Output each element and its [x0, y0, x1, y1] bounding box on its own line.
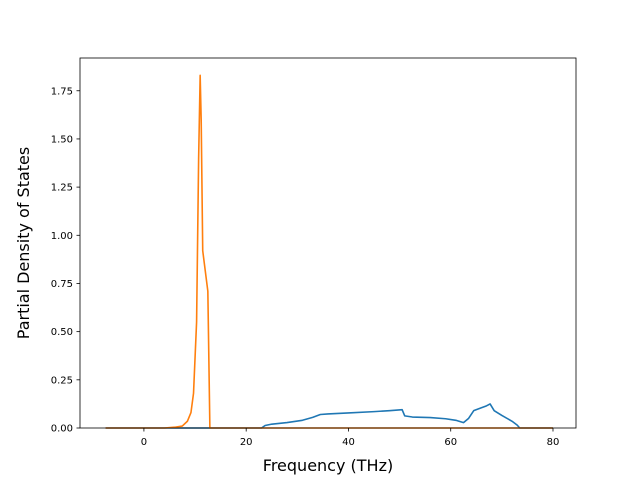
- x-tick-label: 0: [141, 437, 147, 448]
- y-tick-label: 1.75: [51, 86, 73, 97]
- y-tick-label: 1.00: [51, 231, 73, 242]
- x-tick-label: 40: [342, 437, 355, 448]
- x-tick-label: 80: [547, 437, 560, 448]
- y-tick-label: 1.50: [51, 134, 73, 145]
- y-tick-label: 0.00: [51, 424, 73, 435]
- y-ticks: 0.00 0.25 0.50 0.75 1.00 1.25 1.50 1.75: [51, 86, 80, 435]
- x-ticks: 0 20 40 60 80: [141, 428, 560, 448]
- x-axis-label: Frequency (THz): [263, 456, 393, 475]
- x-tick-label: 20: [240, 437, 253, 448]
- x-tick-label: 60: [444, 437, 457, 448]
- series-1-line: [105, 403, 553, 429]
- y-tick-label: 0.25: [51, 375, 73, 386]
- y-axis-label: Partial Density of States: [14, 147, 33, 339]
- y-tick-label: 0.75: [51, 279, 73, 290]
- y-tick-label: 1.25: [51, 183, 73, 194]
- plot-area: [80, 58, 576, 428]
- axes-frame: [79, 57, 577, 429]
- y-tick-label: 0.50: [51, 327, 73, 338]
